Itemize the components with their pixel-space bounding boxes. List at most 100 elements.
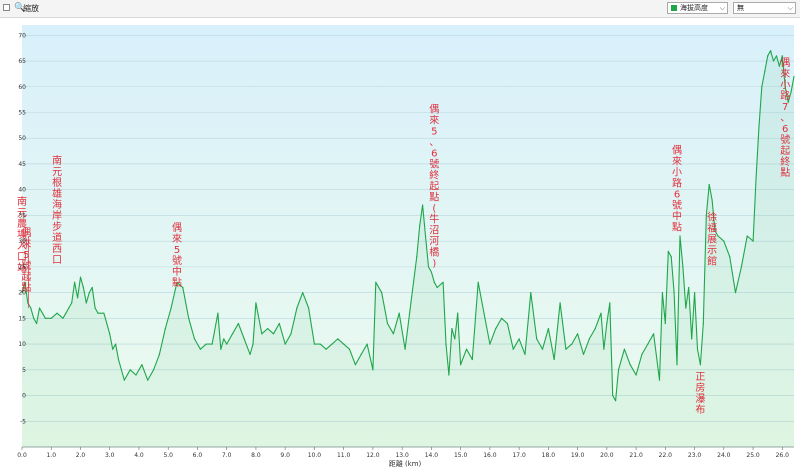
data-point xyxy=(85,302,87,304)
zoom-label[interactable]: 縮放 xyxy=(23,4,39,13)
data-point xyxy=(50,317,52,319)
data-point xyxy=(44,317,47,319)
data-point xyxy=(354,364,356,366)
data-point xyxy=(600,312,602,314)
data-point xyxy=(386,322,389,325)
data-point xyxy=(752,240,754,242)
x-tick-label: 17.0 xyxy=(512,452,526,459)
data-point xyxy=(79,276,82,278)
annotation-label: 徐福展示館 xyxy=(707,211,717,268)
data-point xyxy=(223,338,225,340)
data-point xyxy=(755,178,757,180)
data-point xyxy=(746,235,748,237)
data-point xyxy=(436,286,438,289)
y-tick-label: 15 xyxy=(18,315,26,322)
data-point xyxy=(451,328,453,330)
x-tick-label: 0.0 xyxy=(17,452,27,459)
data-point xyxy=(495,328,497,330)
data-point xyxy=(74,281,76,283)
data-point xyxy=(103,312,105,314)
data-point xyxy=(217,312,219,314)
data-point xyxy=(343,343,345,345)
data-point xyxy=(784,86,786,88)
data-point xyxy=(635,374,637,376)
data-point xyxy=(410,302,412,304)
x-tick-label: 5.0 xyxy=(163,452,173,459)
data-point xyxy=(696,348,699,350)
data-point xyxy=(664,322,666,325)
data-point xyxy=(460,364,462,366)
series-select[interactable]: 海拔高度 ⌵ xyxy=(667,2,728,14)
secondary-series-select[interactable]: 無 ⌵ xyxy=(733,2,796,14)
y-tick-label: 55 xyxy=(18,109,26,116)
data-point xyxy=(94,307,96,309)
data-point xyxy=(734,292,737,294)
data-point xyxy=(702,322,704,325)
data-point xyxy=(457,312,459,314)
data-point xyxy=(588,338,590,340)
data-point xyxy=(220,348,222,350)
data-point xyxy=(778,65,781,67)
x-tick-label: 1.0 xyxy=(46,452,56,459)
data-point xyxy=(88,292,90,294)
data-point xyxy=(559,302,561,304)
data-point xyxy=(530,292,532,294)
data-point xyxy=(758,127,760,129)
data-point xyxy=(348,348,351,350)
data-point xyxy=(518,338,520,340)
y-tick-label: 30 xyxy=(18,238,26,245)
data-point xyxy=(685,307,687,309)
data-point xyxy=(454,338,456,340)
annotation-label: 南元農場入口站 xyxy=(17,195,27,274)
data-point xyxy=(97,312,99,314)
data-point xyxy=(442,281,444,283)
data-point xyxy=(694,292,696,294)
data-point xyxy=(764,70,766,72)
data-point xyxy=(38,307,41,309)
data-point xyxy=(68,307,70,309)
data-point xyxy=(699,364,702,366)
data-point xyxy=(21,292,23,294)
data-point xyxy=(673,292,675,294)
series-color-swatch xyxy=(671,5,677,11)
data-point xyxy=(366,343,368,345)
y-tick-label: 50 xyxy=(18,135,26,142)
data-point xyxy=(594,328,596,330)
data-point xyxy=(422,204,424,206)
x-tick-label: 12.0 xyxy=(366,452,380,459)
data-point xyxy=(129,369,131,371)
x-axis-label: 距離 (km) xyxy=(389,459,422,468)
data-point xyxy=(284,343,286,345)
x-tick-label: 7.0 xyxy=(222,452,232,459)
data-point xyxy=(670,256,672,258)
data-point xyxy=(427,266,430,268)
data-point xyxy=(419,225,421,227)
data-point xyxy=(679,235,681,237)
magnifier-icon[interactable]: 🔍 xyxy=(14,3,26,13)
zoom-checkbox[interactable] xyxy=(3,4,10,11)
data-point xyxy=(424,235,427,237)
data-point xyxy=(647,343,649,345)
data-point xyxy=(115,343,117,345)
y-tick-label: -5 xyxy=(20,418,26,425)
data-point xyxy=(82,286,84,289)
data-point xyxy=(193,338,196,340)
data-point xyxy=(512,348,514,350)
data-point xyxy=(272,333,275,335)
data-point xyxy=(767,55,769,57)
x-tick-label: 13.0 xyxy=(395,452,409,459)
data-point xyxy=(398,312,400,314)
data-point xyxy=(717,235,719,237)
data-point xyxy=(770,50,772,52)
data-point xyxy=(489,343,491,345)
data-point xyxy=(267,328,269,330)
data-point xyxy=(790,91,792,93)
data-point xyxy=(617,369,620,371)
data-point xyxy=(541,348,544,350)
data-point xyxy=(372,369,374,371)
data-point xyxy=(302,292,304,294)
data-point xyxy=(501,317,503,319)
data-point xyxy=(477,281,479,283)
annotation-label: 偶來 5 號中點 xyxy=(172,221,182,289)
